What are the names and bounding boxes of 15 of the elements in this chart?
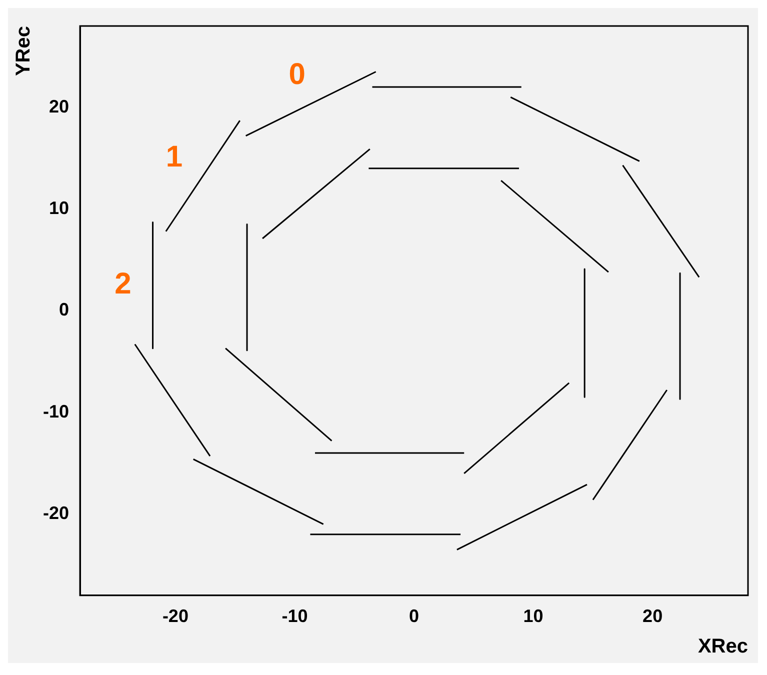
y-tick-label: 20 (48, 96, 70, 116)
x-axis-title: XRec (698, 636, 748, 658)
x-tick-label: 10 (523, 606, 544, 626)
x-tick-label: -10 (282, 606, 308, 626)
y-tick-label: 0 (59, 300, 70, 320)
annotation: 2 (114, 268, 132, 301)
y-tick-label: -10 (43, 401, 70, 422)
y-tick-label: 10 (48, 198, 70, 218)
annotation: 0 (288, 58, 306, 92)
annotation: 1 (166, 140, 183, 174)
x-tick-label: -20 (162, 606, 188, 626)
x-tick-label: 0 (409, 606, 420, 626)
x-tick-label: 20 (642, 606, 663, 626)
y-tick-label: -20 (43, 503, 70, 524)
y-axis-title: YRec (12, 26, 35, 76)
